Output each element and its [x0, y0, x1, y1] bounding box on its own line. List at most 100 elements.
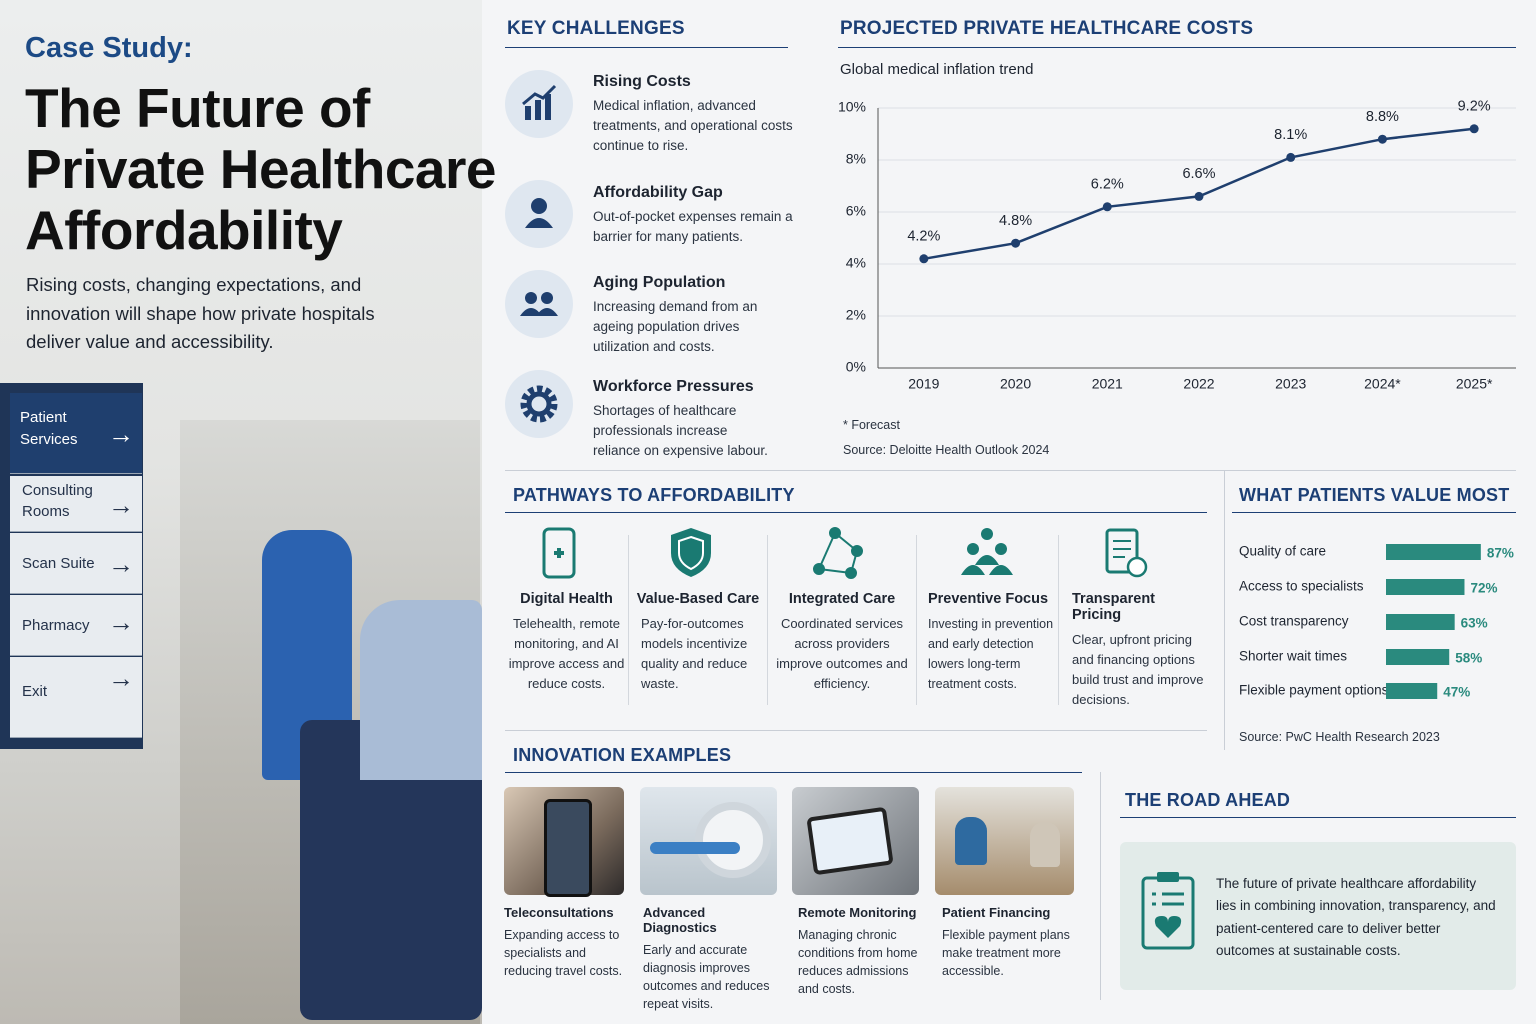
pathway-text: Pay-for-outcomes models incentivize qual… — [641, 616, 748, 691]
point — [1286, 152, 1296, 162]
innovation-item: Remote Monitoring Managing chronic condit… — [798, 905, 923, 998]
y-tick-label: 6% — [846, 203, 866, 219]
pathway-title: Value-Based Care — [636, 591, 760, 607]
challenge-title: Aging Population — [593, 274, 726, 291]
y-tick-label: 4% — [846, 255, 866, 271]
bar — [1386, 649, 1450, 665]
road-text: The future of private healthcare afforda… — [1216, 876, 1496, 958]
sign-text: Patient Services — [20, 409, 78, 448]
icon — [505, 180, 573, 248]
challenge-title: Affordability Gap — [593, 184, 723, 201]
annotation: * Forecast — [843, 418, 900, 432]
arrow: → — [108, 419, 134, 449]
category-label: Access to specialists — [1239, 579, 1364, 594]
data-label: 47% — [1443, 685, 1470, 700]
arrow: → — [108, 607, 134, 637]
category-label: Shorter wait times — [1239, 649, 1347, 664]
photo — [640, 787, 777, 895]
pathway: Transparent Pricing Clear, upfront pricin… — [1066, 591, 1204, 710]
point — [1194, 191, 1204, 201]
bar — [1386, 544, 1481, 560]
sign-text: Consulting Rooms — [22, 482, 93, 520]
patient-figure — [360, 600, 482, 780]
data-label: 58% — [1455, 651, 1482, 666]
data-label: 72% — [1470, 581, 1497, 596]
hero-title: The Future of Private Healthcare Afforda… — [25, 77, 497, 261]
section-heading: KEY CHALLENGES — [507, 18, 685, 39]
innovation-text: Early and accurate diagnosis improves ou… — [643, 943, 770, 1011]
sign-row: Consulting Rooms → — [10, 476, 142, 532]
arrow: → — [108, 490, 134, 520]
phone — [544, 799, 592, 897]
category-label: Cost transparency — [1239, 614, 1349, 629]
pathway-title: Preventive Focus — [927, 591, 1049, 607]
sign-row: Patient Services → — [10, 393, 142, 474]
innovation-text: Managing chronic conditions from home re… — [798, 928, 918, 996]
y-tick-label: 10% — [838, 99, 866, 115]
icon — [505, 270, 573, 338]
point — [919, 254, 929, 264]
section-heading: PATHWAYS TO AFFORDABILITY — [513, 485, 795, 505]
innovation-item: Advanced Diagnostics Early and accurate d… — [643, 905, 778, 1013]
divider — [505, 470, 1516, 471]
title-line: Private Healthcare — [25, 138, 497, 200]
point — [1377, 134, 1387, 144]
x-tick-label: 2023 — [1275, 376, 1306, 392]
innovation-title: Advanced Diagnostics — [643, 905, 717, 935]
x-tick-label: 2022 — [1183, 376, 1214, 392]
sign-text: Exit — [22, 683, 48, 700]
icon — [505, 70, 573, 138]
photo — [935, 787, 1074, 895]
chart-title: PROJECTED PRIVATE HEALTHCARE COSTS — [840, 18, 1254, 39]
x-tick-label: 2025* — [1456, 376, 1493, 392]
kicker: Case Study: — [25, 32, 193, 64]
innovation-title: Patient Financing — [942, 905, 1051, 920]
category-label: Quality of care — [1239, 544, 1326, 559]
data-label: 8.1% — [1274, 127, 1307, 143]
data-label: 4.2% — [907, 229, 940, 245]
sign-row: Pharmacy → — [10, 595, 142, 656]
rule — [505, 772, 1082, 773]
point — [1102, 202, 1112, 212]
divider — [767, 535, 768, 705]
source: Source: PwC Health Research 2023 — [1239, 730, 1440, 744]
pathway-title: Integrated Care — [788, 591, 896, 607]
chart-title: WHAT PATIENTS VALUE MOST — [1239, 485, 1510, 505]
pathway-title: Transparent Pricing — [1072, 591, 1155, 623]
rule — [505, 512, 1207, 513]
divider — [1058, 535, 1059, 705]
section-heading: THE ROAD AHEAD — [1125, 790, 1291, 810]
sign-row: Scan Suite → — [10, 533, 142, 594]
title-line: Affordability — [25, 199, 343, 261]
rule — [1120, 817, 1516, 818]
x-tick-label: 2024* — [1364, 376, 1401, 392]
source: Source: Deloitte Health Outlook 2024 — [843, 443, 1050, 457]
pathway: Integrated Care Coordinated services acro… — [773, 591, 911, 694]
innovation-title: Teleconsultations — [504, 905, 614, 920]
challenge-text: Increasing demand from an ageing populat… — [593, 299, 758, 354]
photo — [792, 787, 919, 895]
divider — [505, 730, 1207, 731]
innovation-item: Teleconsultations Expanding access to spe… — [504, 905, 629, 980]
rule — [1232, 512, 1516, 513]
point — [1469, 124, 1479, 134]
sign-text: Scan Suite — [22, 555, 95, 572]
bar — [1386, 614, 1455, 630]
sign-text: Pharmacy — [22, 617, 90, 634]
rule — [505, 47, 788, 48]
challenge: Rising Costs Medical inflation, advanced … — [593, 73, 793, 156]
category-label: Flexible payment options — [1239, 683, 1389, 698]
pathway-text: Clear, upfront pricing and financing opt… — [1072, 632, 1204, 707]
challenge-text: Medical inflation, advanced treatments, … — [593, 98, 793, 153]
rule — [838, 47, 1516, 48]
scanner — [695, 802, 771, 878]
pathway: Digital Health Telehealth, remote monitor… — [505, 591, 628, 694]
data-label: 87% — [1487, 546, 1514, 561]
section-heading: INNOVATION EXAMPLES — [513, 745, 732, 765]
data-label: 6.2% — [1091, 177, 1124, 193]
pathway-text: Coordinated services across providers im… — [776, 616, 908, 691]
title-line: The Future of — [25, 77, 370, 139]
challenge-title: Workforce Pressures — [593, 378, 754, 395]
